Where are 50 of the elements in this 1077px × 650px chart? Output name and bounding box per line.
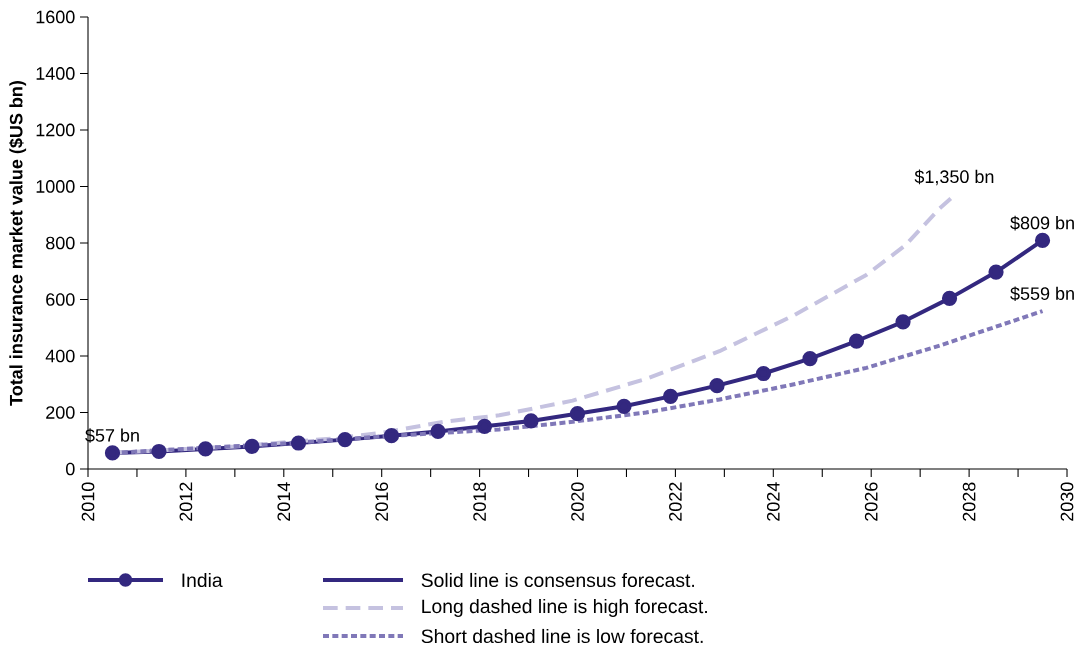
text: Solid line is consensus forecast. — [421, 572, 695, 588]
point — [476, 418, 493, 434]
x-tick-label: 2020 — [571, 482, 584, 521]
y-tick-label: 0 — [66, 462, 75, 476]
y-tick-label: 1000 — [36, 180, 75, 193]
y-tick-label: 400 — [45, 349, 75, 363]
y-axis-title: Total insurance market value ($US bn) — [9, 81, 27, 406]
point — [244, 438, 260, 454]
point — [290, 435, 307, 451]
point — [197, 441, 214, 457]
x-tick-label: 2012 — [179, 482, 193, 521]
point — [988, 264, 1004, 280]
x-tick-label: 2016 — [375, 482, 389, 521]
point — [104, 445, 121, 461]
x-tick-label: 2028 — [962, 482, 976, 521]
point — [383, 428, 400, 444]
legend-label: Short dashed line is low forecast. — [421, 628, 703, 644]
x-tick-label: 2026 — [864, 482, 878, 521]
point — [430, 423, 446, 440]
y-tick-label: 200 — [46, 406, 75, 419]
x-tick-label: 2018 — [473, 482, 486, 521]
x-tick-label: 2030 — [1060, 482, 1074, 521]
point — [523, 413, 539, 429]
x-tick-label: 2022 — [669, 482, 682, 521]
annotation: $809 bn — [1010, 215, 1074, 231]
annotation: $559 bn — [1010, 286, 1074, 302]
x-tick-label: 2014 — [277, 482, 291, 521]
y-tick-label: 800 — [46, 236, 75, 250]
point — [709, 378, 725, 394]
y-tick-label: 1600 — [36, 10, 75, 24]
y-tick-label: 1400 — [36, 67, 75, 80]
x-tick-label: 2024 — [766, 482, 780, 521]
legend-label: India — [182, 572, 223, 588]
point — [151, 443, 167, 460]
point — [895, 314, 911, 330]
point — [662, 388, 679, 404]
y-tick-label: 600 — [46, 293, 75, 306]
point — [802, 350, 818, 367]
legend-label: Long dashed line is high forecast. — [422, 598, 707, 618]
point — [941, 290, 958, 306]
annotation: $1,350 bn — [914, 169, 994, 186]
x-tick-label: 2010 — [81, 482, 95, 521]
point — [569, 406, 586, 422]
point — [848, 333, 865, 349]
y-tick-label: 1200 — [36, 123, 75, 137]
point — [616, 398, 632, 414]
annotation: $57 bn — [85, 428, 139, 443]
point — [1034, 232, 1051, 249]
point — [337, 432, 353, 448]
point — [755, 365, 772, 382]
